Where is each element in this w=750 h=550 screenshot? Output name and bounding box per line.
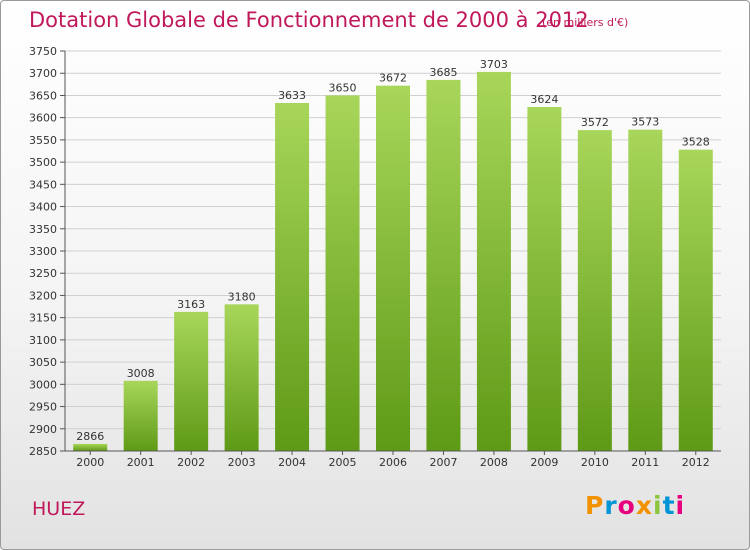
bar-2008 xyxy=(476,71,511,451)
y-tick-label: 3500 xyxy=(29,156,57,169)
y-tick-label: 3750 xyxy=(29,45,57,58)
x-tick-label-2001: 2001 xyxy=(127,456,155,469)
y-tick-label: 3600 xyxy=(29,112,57,125)
data-label-2003: 3180 xyxy=(228,290,256,303)
x-tick-label-2007: 2007 xyxy=(429,456,457,469)
bar-2004 xyxy=(275,103,310,451)
x-tick-label-2011: 2011 xyxy=(631,456,659,469)
data-label-2005: 3650 xyxy=(329,81,357,94)
y-tick-label: 3250 xyxy=(29,267,57,280)
commune-name: HUEZ xyxy=(32,498,86,520)
logo-letter: x xyxy=(635,491,653,520)
y-tick-label: 3050 xyxy=(29,356,57,369)
x-tick-label-2004: 2004 xyxy=(278,456,306,469)
logo-letter: P xyxy=(585,491,605,520)
data-labels: 2866 3008 3163 3180 3633 3650 3672 3685 3703 3624… xyxy=(76,58,710,443)
bar-2006 xyxy=(376,85,410,452)
y-axis: 2850 2900 2950 3000 3050 3100 3150 3200 3250 3300… xyxy=(29,45,66,458)
data-label-2004: 3633 xyxy=(278,89,306,102)
logo-letter: i xyxy=(653,491,663,520)
bar-2011 xyxy=(628,129,663,451)
data-label-2001: 3008 xyxy=(127,367,155,380)
y-tick-label: 3450 xyxy=(29,178,57,191)
x-tick-label-2002: 2002 xyxy=(177,456,205,469)
y-tick-label: 3650 xyxy=(29,89,57,102)
y-tick-label: 3150 xyxy=(29,312,57,325)
x-tick-label-2006: 2006 xyxy=(379,456,407,469)
bar-2002 xyxy=(174,311,209,451)
bar-2012 xyxy=(678,149,713,451)
x-tick-label-2003: 2003 xyxy=(228,456,256,469)
bar-2003 xyxy=(224,304,259,451)
data-label-2006: 3672 xyxy=(379,72,407,85)
y-tick-label: 3350 xyxy=(29,223,57,236)
bar-2009 xyxy=(527,107,562,451)
bar-2007 xyxy=(426,79,461,451)
x-tick-label-2010: 2010 xyxy=(581,456,609,469)
logo-letter: r xyxy=(604,491,618,520)
proxiti-logo: Proxiti xyxy=(585,491,685,520)
bar-2000 xyxy=(73,443,108,451)
x-tick-label-2008: 2008 xyxy=(480,456,508,469)
data-label-2007: 3685 xyxy=(429,66,457,79)
x-tick-label-2005: 2005 xyxy=(329,456,357,469)
logo-letter: o xyxy=(617,491,636,520)
y-tick-label: 3200 xyxy=(29,289,57,302)
bar-2001 xyxy=(123,380,158,451)
data-label-2012: 3528 xyxy=(682,136,710,149)
logo-letter: t xyxy=(662,491,676,520)
y-tick-label: 3550 xyxy=(29,134,57,147)
y-tick-label: 3100 xyxy=(29,334,57,347)
logo-letter: i xyxy=(675,491,686,520)
data-label-2010: 3572 xyxy=(581,116,609,129)
bar-2010 xyxy=(577,130,612,451)
y-tick-label: 2950 xyxy=(29,401,57,414)
data-label-2011: 3573 xyxy=(631,116,659,129)
x-tick-label-2012: 2012 xyxy=(682,456,710,469)
data-label-2002: 3163 xyxy=(177,298,205,311)
y-tick-label: 2850 xyxy=(29,445,57,458)
y-tick-label: 3000 xyxy=(29,378,57,391)
chart-subtitle: (en milliers d'€) xyxy=(542,16,629,29)
data-label-2009: 3624 xyxy=(530,93,558,106)
chart-title: Dotation Globale de Fonctionnement de 20… xyxy=(29,8,589,32)
data-label-2000: 2866 xyxy=(76,430,104,443)
x-tick-label-2000: 2000 xyxy=(76,456,104,469)
y-tick-label: 2900 xyxy=(29,423,57,436)
y-tick-label: 3300 xyxy=(29,245,57,258)
x-tick-label-2009: 2009 xyxy=(530,456,558,469)
y-tick-label: 3400 xyxy=(29,201,57,214)
bars xyxy=(73,71,713,452)
x-axis: 2000 2001 2002 2003 2004 2005 2006 2007 2008 2009… xyxy=(65,450,721,469)
bar-2005 xyxy=(325,95,360,451)
y-tick-label: 3700 xyxy=(29,67,57,80)
data-label-2008: 3703 xyxy=(480,58,508,71)
